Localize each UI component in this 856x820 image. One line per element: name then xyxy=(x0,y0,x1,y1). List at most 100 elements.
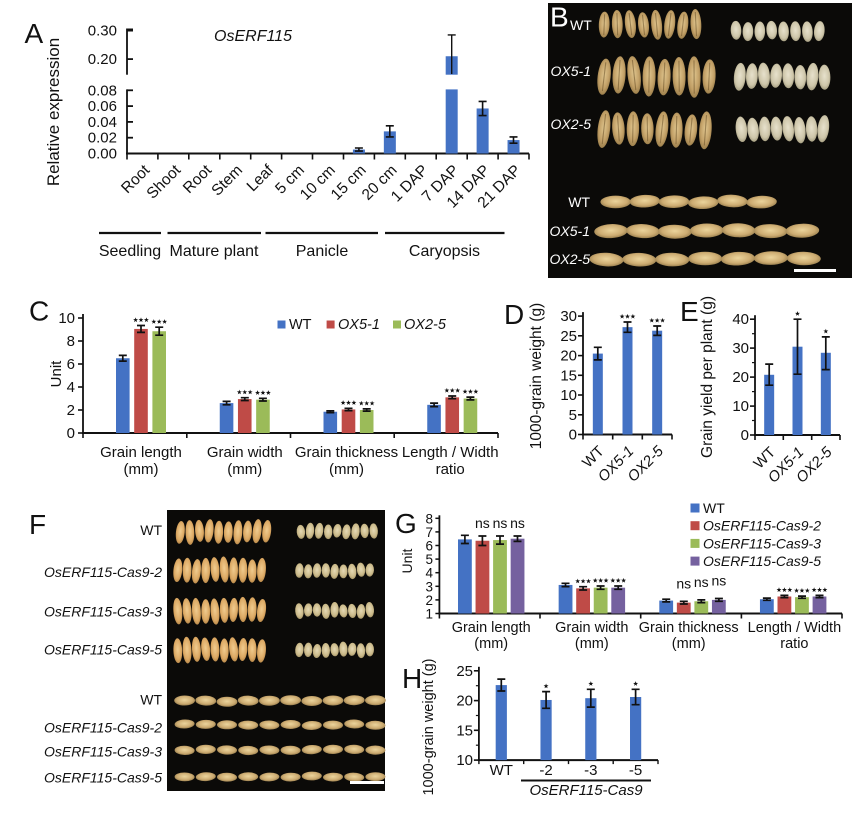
svg-text:4: 4 xyxy=(67,379,75,396)
svg-text:1000-grain weight (g): 1000-grain weight (g) xyxy=(528,303,545,449)
svg-text:15: 15 xyxy=(560,367,577,384)
svg-text:(mm): (mm) xyxy=(124,461,159,478)
svg-text:0.08: 0.08 xyxy=(88,82,117,99)
svg-text:25: 25 xyxy=(456,663,473,680)
svg-text:0.02: 0.02 xyxy=(88,130,117,147)
svg-text:Seedling: Seedling xyxy=(99,243,161,260)
svg-text:WT: WT xyxy=(568,194,590,210)
svg-text:OX5-1: OX5-1 xyxy=(551,63,591,79)
svg-text:Panicle: Panicle xyxy=(296,243,349,260)
svg-text:OsERF115-Cas9-3: OsERF115-Cas9-3 xyxy=(44,604,162,620)
svg-text:1000-grain weight (g): 1000-grain weight (g) xyxy=(421,658,437,795)
svg-text:B: B xyxy=(550,2,569,33)
svg-text:ns: ns xyxy=(493,515,508,531)
svg-text:Length / Width: Length / Width xyxy=(748,620,842,636)
svg-text:3: 3 xyxy=(425,579,433,594)
svg-text:Grain width: Grain width xyxy=(555,620,628,636)
svg-text:20: 20 xyxy=(732,369,749,386)
svg-text:0.20: 0.20 xyxy=(88,51,117,68)
svg-text:30: 30 xyxy=(560,308,577,325)
svg-text:8: 8 xyxy=(425,511,433,526)
svg-text:OX2-5: OX2-5 xyxy=(404,317,447,333)
svg-text:2: 2 xyxy=(425,593,433,608)
svg-text:Unit: Unit xyxy=(399,548,415,573)
svg-text:0: 0 xyxy=(67,425,75,442)
svg-text:(mm): (mm) xyxy=(329,461,364,478)
svg-text:25: 25 xyxy=(560,328,577,345)
svg-text:(mm): (mm) xyxy=(227,461,262,478)
svg-text:OsERF115-Cas9-5: OsERF115-Cas9-5 xyxy=(44,769,162,785)
svg-text:4: 4 xyxy=(425,566,433,581)
svg-text:(mm): (mm) xyxy=(474,636,508,652)
svg-text:OX2-5: OX2-5 xyxy=(550,251,591,267)
svg-text:0.30: 0.30 xyxy=(88,23,117,40)
svg-text:-2: -2 xyxy=(539,762,552,779)
svg-text:OsERF115-Cas9-2: OsERF115-Cas9-2 xyxy=(44,719,162,735)
svg-text:0: 0 xyxy=(569,427,577,444)
svg-text:Relative expression: Relative expression xyxy=(44,38,63,186)
svg-text:(mm): (mm) xyxy=(575,636,609,652)
svg-text:Grain yield per plant (g): Grain yield per plant (g) xyxy=(699,296,716,458)
svg-text:A: A xyxy=(25,18,44,49)
svg-text:E: E xyxy=(680,296,699,327)
svg-text:WT: WT xyxy=(570,17,592,33)
svg-text:Length / Width: Length / Width xyxy=(402,444,499,461)
svg-text:ratio: ratio xyxy=(780,636,808,652)
svg-text:WT: WT xyxy=(490,762,513,779)
svg-text:-5: -5 xyxy=(629,762,642,779)
svg-text:10: 10 xyxy=(732,398,749,415)
svg-text:10: 10 xyxy=(456,752,473,769)
svg-text:6: 6 xyxy=(425,539,433,554)
svg-text:Grain length: Grain length xyxy=(452,620,531,636)
svg-text:8: 8 xyxy=(67,333,75,350)
svg-text:40: 40 xyxy=(732,311,749,328)
svg-text:(mm): (mm) xyxy=(672,636,706,652)
svg-text:WT: WT xyxy=(140,522,162,538)
svg-text:WT: WT xyxy=(289,317,312,333)
svg-text:ratio: ratio xyxy=(436,461,465,478)
svg-text:0.04: 0.04 xyxy=(88,114,117,131)
svg-text:OsERF115: OsERF115 xyxy=(214,28,292,45)
svg-text:30: 30 xyxy=(732,340,749,357)
svg-text:ns: ns xyxy=(712,573,727,589)
svg-text:20: 20 xyxy=(456,693,473,710)
svg-text:ns: ns xyxy=(694,574,709,590)
svg-text:C: C xyxy=(29,296,49,327)
svg-text:Grain length: Grain length xyxy=(100,444,182,461)
svg-text:OsERF115-Cas9-5: OsERF115-Cas9-5 xyxy=(703,553,821,569)
svg-text:0.06: 0.06 xyxy=(88,98,117,115)
svg-text:10: 10 xyxy=(58,310,75,327)
svg-text:F: F xyxy=(29,509,46,540)
svg-text:-3: -3 xyxy=(584,762,597,779)
svg-text:OsERF115-Cas9-2: OsERF115-Cas9-2 xyxy=(703,518,821,534)
svg-text:OsERF115-Cas9: OsERF115-Cas9 xyxy=(529,782,643,799)
svg-text:Caryopsis: Caryopsis xyxy=(409,243,480,260)
svg-text:6: 6 xyxy=(67,356,75,373)
svg-text:ns: ns xyxy=(676,575,691,591)
svg-text:5: 5 xyxy=(425,552,433,567)
svg-text:1: 1 xyxy=(425,607,433,622)
svg-text:OsERF115-Cas9-3: OsERF115-Cas9-3 xyxy=(44,743,162,759)
svg-text:H: H xyxy=(402,663,422,694)
svg-text:0: 0 xyxy=(741,427,749,444)
svg-text:5: 5 xyxy=(569,407,577,424)
svg-text:OsERF115-Cas9-3: OsERF115-Cas9-3 xyxy=(703,535,821,551)
svg-text:20: 20 xyxy=(560,348,577,365)
svg-text:WT: WT xyxy=(703,500,725,516)
svg-text:D: D xyxy=(504,299,524,330)
svg-text:WT: WT xyxy=(140,692,162,708)
svg-text:OX5-1: OX5-1 xyxy=(338,317,380,333)
svg-text:OX5-1: OX5-1 xyxy=(550,223,590,239)
svg-text:Grain thickness: Grain thickness xyxy=(295,444,398,461)
svg-text:OX2-5: OX2-5 xyxy=(551,116,592,132)
svg-text:15: 15 xyxy=(456,722,473,739)
svg-text:0.00: 0.00 xyxy=(88,146,117,163)
svg-text:ns: ns xyxy=(510,515,525,531)
svg-text:Mature plant: Mature plant xyxy=(170,243,259,260)
svg-text:G: G xyxy=(395,508,417,539)
svg-text:7: 7 xyxy=(425,525,433,540)
svg-text:OsERF115-Cas9-2: OsERF115-Cas9-2 xyxy=(44,564,162,580)
svg-text:Unit: Unit xyxy=(48,360,65,388)
svg-text:Grain thickness: Grain thickness xyxy=(639,620,739,636)
svg-text:2: 2 xyxy=(67,402,75,419)
